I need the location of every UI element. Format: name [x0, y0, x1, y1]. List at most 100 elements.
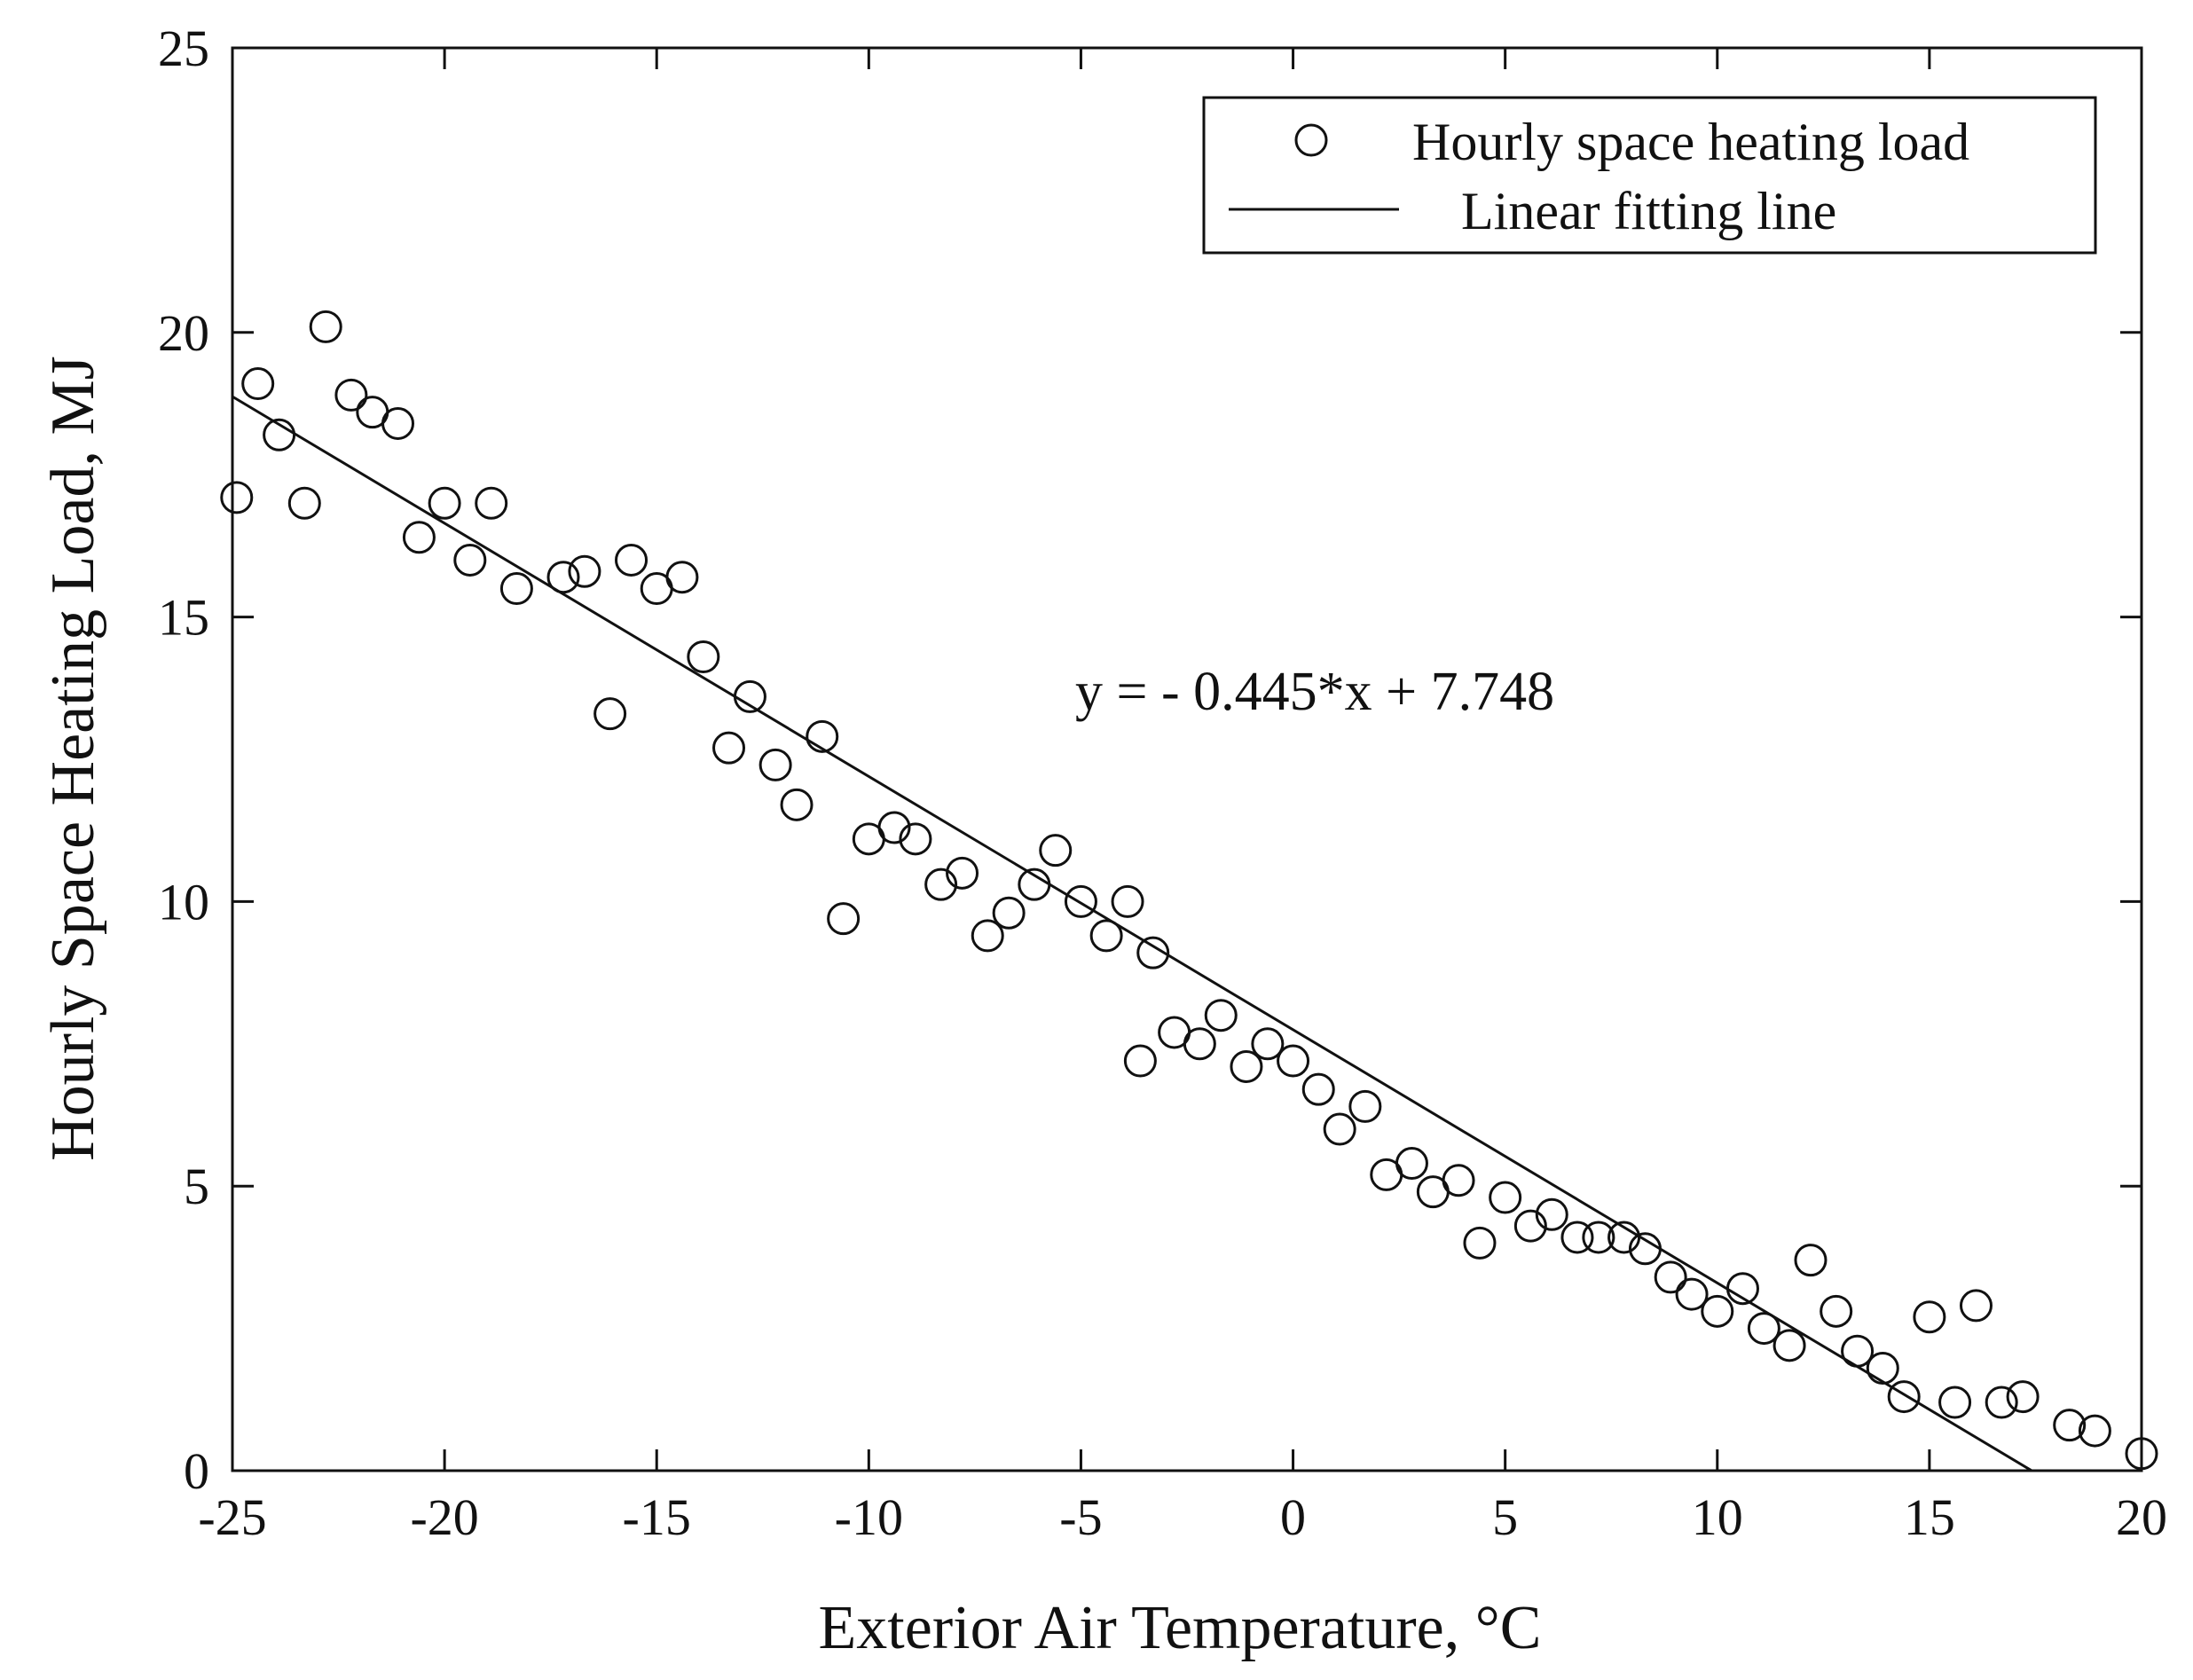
data-point-45: [1277, 1044, 1310, 1078]
data-point-23: [780, 788, 814, 821]
data-point-39: [1136, 936, 1170, 970]
data-point-18: [665, 561, 699, 594]
data-point-19: [687, 640, 720, 674]
data-point-27: [877, 811, 911, 844]
data-point-62: [1675, 1277, 1709, 1311]
legend: Hourly space heating load Linear fitting…: [1202, 96, 2097, 255]
data-point-50: [1395, 1147, 1428, 1181]
legend-label-fit: Linear fitting line: [1461, 182, 1836, 240]
data-point-70: [1866, 1352, 1899, 1386]
data-point-36: [1089, 919, 1123, 953]
data-point-24: [806, 719, 839, 753]
data-point-35: [1064, 884, 1097, 918]
data-point-1: [241, 367, 275, 401]
data-point-65: [1747, 1312, 1780, 1346]
data-point-47: [1323, 1112, 1356, 1146]
data-point-29: [924, 867, 958, 901]
data-point-56: [1535, 1197, 1568, 1231]
data-point-3: [287, 486, 321, 520]
data-point-67: [1794, 1244, 1828, 1277]
data-point-60: [1628, 1232, 1662, 1266]
data-point-13: [546, 561, 580, 594]
data-point-75: [1985, 1386, 2018, 1419]
data-point-63: [1701, 1294, 1734, 1328]
data-point-37: [1111, 884, 1144, 918]
data-point-43: [1230, 1049, 1263, 1083]
data-point-25: [827, 902, 861, 936]
axis-ticks: -25 -20 -15 -10 -5 0 5 10 15 20 0 5 10 15 20 25: [158, 20, 2167, 1546]
fit-line: [232, 395, 2032, 1472]
legend-marker-circle: [1294, 123, 1328, 157]
plot-frame: [231, 46, 2143, 1472]
data-point-74: [1959, 1289, 1993, 1323]
data-point-71: [1887, 1380, 1921, 1414]
data-point-11: [475, 486, 508, 520]
data-point-38: [1123, 1044, 1157, 1078]
data-point-14: [568, 554, 601, 588]
x-axis-label: Exterior Air Temperature, °C: [819, 1594, 1542, 1662]
data-point-61: [1654, 1260, 1687, 1294]
x-tick-label: 10: [1692, 1488, 1743, 1546]
data-point-55: [1513, 1209, 1547, 1243]
y-tick-label: 15: [158, 589, 209, 647]
data-point-15: [593, 697, 627, 731]
data-point-53: [1463, 1226, 1497, 1260]
data-point-32: [992, 896, 1026, 930]
y-tick-label: 25: [158, 20, 209, 77]
x-tick-label: 15: [1904, 1488, 1955, 1546]
y-tick-label: 5: [184, 1158, 209, 1215]
data-point-52: [1442, 1164, 1475, 1197]
data-point-2: [263, 418, 296, 451]
legend-box: [1202, 96, 2097, 255]
data-point-31: [971, 919, 1004, 953]
data-point-76: [2006, 1380, 2040, 1414]
data-point-64: [1725, 1272, 1759, 1306]
data-point-9: [428, 486, 461, 520]
x-tick-label: -15: [623, 1488, 691, 1546]
data-point-28: [899, 822, 932, 856]
data-point-12: [499, 572, 533, 606]
data-point-68: [1820, 1294, 1853, 1328]
data-point-16: [615, 543, 648, 577]
data-point-48: [1348, 1089, 1382, 1123]
data-point-34: [1039, 834, 1073, 867]
legend-label-scatter: Hourly space heating load: [1412, 113, 1969, 171]
data-point-73: [1938, 1386, 1972, 1419]
data-point-77: [2053, 1409, 2087, 1442]
data-point-69: [1841, 1334, 1875, 1368]
data-point-42: [1204, 999, 1238, 1032]
data-point-57: [1560, 1221, 1594, 1254]
data-point-66: [1772, 1329, 1806, 1362]
y-axis-label: Hourly Space Heating Load, MJ: [39, 356, 107, 1161]
data-point-44: [1251, 1027, 1285, 1061]
data-point-78: [2078, 1414, 2111, 1448]
x-tick-label: -10: [835, 1488, 903, 1546]
plot-marks: [220, 310, 2158, 1472]
data-point-41: [1183, 1027, 1216, 1061]
data-point-5: [334, 378, 368, 412]
data-point-33: [1018, 867, 1051, 901]
data-point-7: [381, 406, 415, 440]
data-point-58: [1582, 1221, 1615, 1254]
data-point-46: [1301, 1072, 1335, 1106]
data-point-8: [402, 521, 436, 554]
annotation-equation: y = - 0.445*x + 7.748: [1075, 662, 1554, 722]
data-point-72: [1913, 1300, 1946, 1334]
x-tick-label: 20: [2116, 1488, 2167, 1546]
y-tick-label: 10: [158, 873, 209, 930]
data-point-30: [946, 856, 979, 890]
data-point-21: [733, 679, 766, 713]
y-tick-label: 0: [184, 1442, 209, 1500]
data-point-59: [1607, 1221, 1641, 1254]
x-tick-label: 5: [1492, 1488, 1518, 1546]
data-point-20: [712, 731, 746, 765]
x-tick-label: 0: [1280, 1488, 1306, 1546]
data-point-54: [1489, 1181, 1522, 1214]
x-tick-label: -20: [410, 1488, 478, 1546]
data-point-4: [309, 310, 342, 343]
data-point-10: [453, 543, 487, 577]
x-tick-label: -5: [1059, 1488, 1102, 1546]
data-point-0: [220, 481, 254, 514]
